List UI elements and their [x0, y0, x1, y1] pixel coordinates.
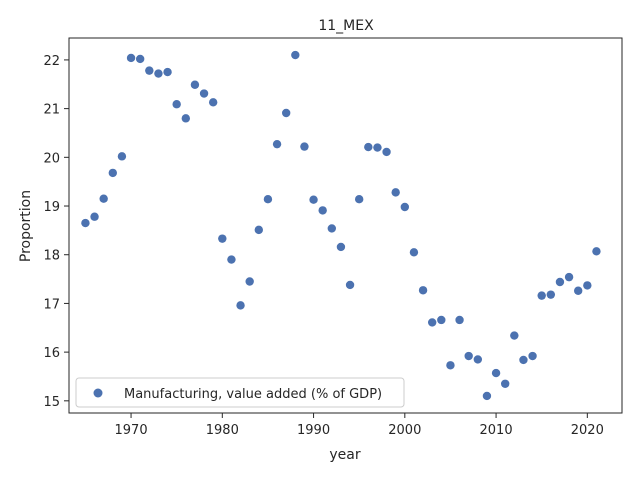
x-tick-label: 2020	[571, 423, 604, 438]
data-point	[418, 286, 428, 295]
data-point	[491, 368, 501, 378]
x-tick-label: 1990	[297, 423, 330, 438]
y-axis-ticks: 15 16 17 18 19 20 21 22	[43, 54, 69, 410]
data-point	[254, 225, 264, 235]
data-point	[327, 224, 337, 233]
legend-box	[75, 377, 405, 408]
data-point	[236, 301, 245, 310]
data-point	[126, 53, 136, 63]
data-point	[446, 361, 455, 370]
y-tick-label: 16	[43, 346, 60, 361]
data-point	[81, 218, 90, 228]
data-point	[135, 54, 145, 64]
y-axis-label: Proportion	[18, 190, 34, 262]
data-point	[309, 195, 318, 204]
data-point	[482, 391, 492, 401]
data-point	[537, 291, 546, 300]
data-point	[391, 188, 400, 197]
data-point	[555, 277, 565, 287]
legend-label: Manufacturing, value added (% of GDP)	[124, 387, 382, 402]
y-tick-label: 17	[43, 297, 60, 312]
y-tick-label: 20	[43, 151, 60, 166]
data-point	[190, 80, 200, 89]
data-point	[592, 247, 601, 256]
data-point	[154, 69, 163, 78]
data-point	[564, 272, 574, 282]
data-point	[272, 139, 282, 149]
data-point	[318, 206, 327, 215]
data-point	[473, 355, 483, 364]
data-point	[208, 98, 218, 107]
plot-frame	[68, 37, 623, 414]
data-point	[519, 355, 528, 365]
data-point	[181, 114, 191, 123]
data-point	[464, 351, 473, 361]
data-point	[245, 277, 254, 286]
x-axis-ticks: 1970 1980 1990 2000 2010 2020	[115, 413, 604, 438]
data-point	[500, 379, 510, 388]
data-point	[145, 66, 154, 75]
data-points	[81, 50, 601, 401]
y-tick-label: 21	[43, 103, 60, 118]
x-tick-label: 2000	[388, 423, 421, 438]
x-tick-label: 1980	[206, 423, 239, 438]
data-point	[108, 168, 118, 178]
chart-title: 11_MEX	[318, 18, 374, 34]
data-point	[364, 142, 373, 152]
data-point	[199, 89, 209, 98]
data-point	[382, 147, 391, 157]
data-point	[455, 315, 464, 325]
data-point	[400, 202, 410, 212]
data-point	[437, 315, 446, 325]
data-point	[336, 242, 346, 252]
data-point	[227, 255, 236, 264]
data-point	[546, 290, 556, 299]
x-tick-label: 2010	[480, 423, 513, 438]
data-point	[281, 108, 291, 118]
data-point	[90, 212, 99, 221]
y-tick-label: 22	[43, 54, 60, 69]
data-point	[427, 318, 437, 327]
x-tick-label: 1970	[115, 423, 148, 438]
data-point	[117, 152, 127, 161]
data-point	[354, 195, 364, 204]
legend: Manufacturing, value added (% of GDP)	[75, 377, 405, 408]
data-point	[172, 100, 181, 109]
y-tick-label: 15	[43, 395, 60, 410]
data-point	[300, 142, 309, 151]
data-point	[99, 194, 108, 203]
data-point	[409, 248, 419, 257]
y-tick-label: 19	[43, 200, 60, 215]
y-tick-label: 18	[43, 249, 60, 264]
data-point	[510, 331, 519, 340]
data-point	[573, 286, 583, 295]
data-point	[583, 281, 592, 290]
x-axis-label: year	[329, 447, 360, 463]
legend-marker	[93, 388, 103, 398]
data-point	[218, 234, 227, 243]
data-point	[163, 67, 172, 77]
data-point	[345, 280, 355, 290]
data-point	[528, 351, 537, 361]
data-point	[263, 195, 273, 204]
data-point	[291, 50, 300, 60]
data-point	[373, 143, 382, 152]
